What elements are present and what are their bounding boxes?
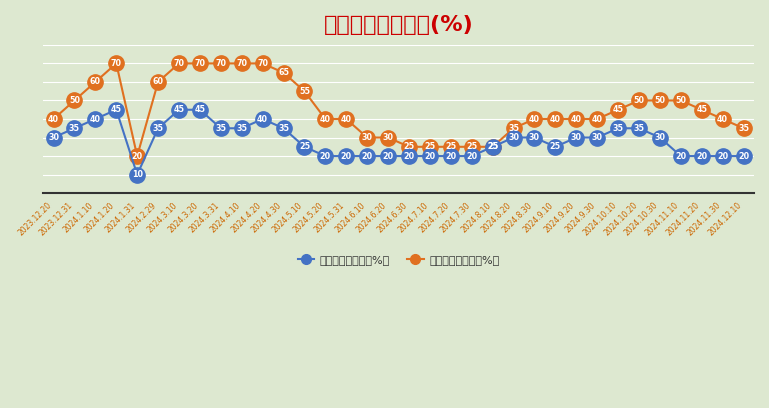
Text: 40: 40	[550, 115, 561, 124]
Text: 30: 30	[48, 133, 59, 142]
Text: 35: 35	[236, 124, 247, 133]
Text: 45: 45	[111, 105, 122, 114]
Text: 45: 45	[696, 105, 707, 114]
Text: 30: 30	[529, 133, 540, 142]
Text: 40: 40	[717, 115, 728, 124]
Text: 45: 45	[613, 105, 624, 114]
Text: 20: 20	[717, 151, 728, 161]
Text: 35: 35	[152, 124, 164, 133]
Text: 20: 20	[696, 151, 707, 161]
Text: 25: 25	[299, 142, 310, 151]
Text: 60: 60	[152, 78, 164, 86]
Text: 40: 40	[90, 115, 101, 124]
Text: 30: 30	[654, 133, 665, 142]
Text: 25: 25	[445, 142, 456, 151]
Title: 佛山织染厂开机率(%): 佛山织染厂开机率(%)	[324, 15, 474, 35]
Text: 50: 50	[69, 96, 80, 105]
Text: 25: 25	[424, 142, 435, 151]
Text: 45: 45	[195, 105, 205, 114]
Text: 55: 55	[299, 87, 310, 96]
Text: 45: 45	[174, 105, 185, 114]
Text: 20: 20	[466, 151, 478, 161]
Text: 50: 50	[675, 96, 686, 105]
Text: 35: 35	[215, 124, 226, 133]
Text: 35: 35	[613, 124, 624, 133]
Text: 40: 40	[48, 115, 59, 124]
Text: 20: 20	[131, 151, 143, 161]
Text: 35: 35	[634, 124, 644, 133]
Text: 50: 50	[634, 96, 644, 105]
Text: 35: 35	[738, 124, 749, 133]
Text: 40: 40	[591, 115, 603, 124]
Text: 25: 25	[466, 142, 478, 151]
Text: 30: 30	[361, 133, 373, 142]
Text: 10: 10	[131, 170, 143, 179]
Text: 25: 25	[487, 142, 498, 151]
Text: 35: 35	[508, 124, 519, 133]
Text: 40: 40	[257, 115, 268, 124]
Text: 40: 40	[341, 115, 351, 124]
Text: 25: 25	[404, 142, 414, 151]
Text: 30: 30	[383, 133, 394, 142]
Text: 25: 25	[487, 142, 498, 151]
Text: 20: 20	[361, 151, 373, 161]
Text: 20: 20	[341, 151, 352, 161]
Text: 60: 60	[90, 78, 101, 86]
Text: 70: 70	[236, 59, 247, 68]
Text: 70: 70	[215, 59, 226, 68]
Text: 20: 20	[424, 151, 435, 161]
Text: 30: 30	[571, 133, 582, 142]
Text: 35: 35	[278, 124, 289, 133]
Legend: 佛山织厂开机率（%）, 广东染厂开机率（%）: 佛山织厂开机率（%）, 广东染厂开机率（%）	[293, 250, 504, 269]
Text: 20: 20	[445, 151, 456, 161]
Text: 20: 20	[738, 151, 749, 161]
Text: 70: 70	[195, 59, 205, 68]
Text: 40: 40	[571, 115, 582, 124]
Text: 70: 70	[174, 59, 185, 68]
Text: 20: 20	[382, 151, 394, 161]
Text: 25: 25	[550, 142, 561, 151]
Text: 35: 35	[69, 124, 80, 133]
Text: 70: 70	[257, 59, 268, 68]
Text: 70: 70	[111, 59, 122, 68]
Text: 40: 40	[529, 115, 540, 124]
Text: 30: 30	[508, 133, 519, 142]
Text: 20: 20	[404, 151, 414, 161]
Text: 50: 50	[654, 96, 665, 105]
Text: 65: 65	[278, 68, 289, 77]
Text: 20: 20	[675, 151, 687, 161]
Text: 30: 30	[591, 133, 603, 142]
Text: 40: 40	[320, 115, 331, 124]
Text: 20: 20	[320, 151, 331, 161]
